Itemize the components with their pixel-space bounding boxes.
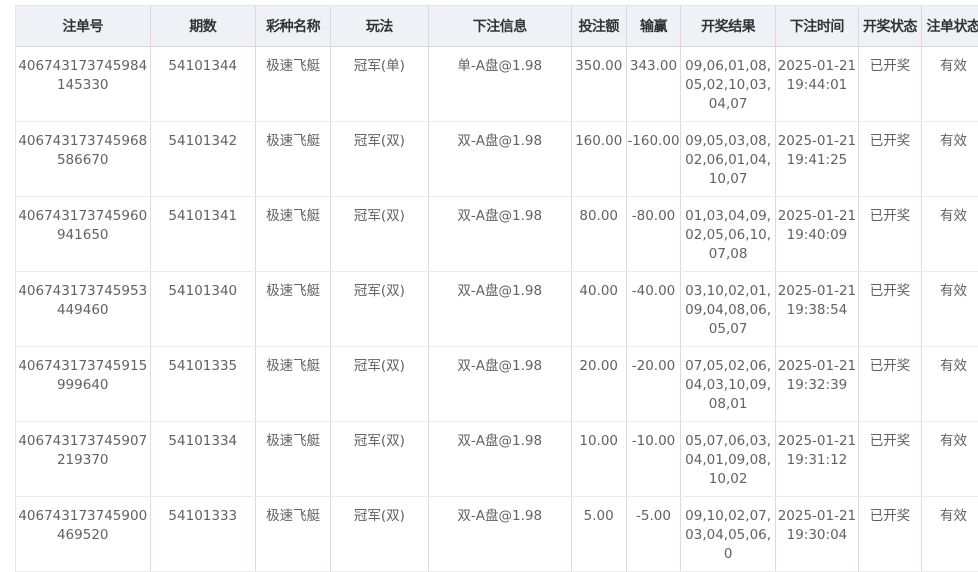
cell-lottery-name: 极速飞艇 — [255, 271, 332, 347]
cell-win-loss: -5.00 — [626, 496, 682, 572]
table-row: 406743173745968586670 54101342 极速飞艇 冠军(双) 双-… — [16, 121, 978, 197]
cell-bet-info: 双-A盘@1.98 — [428, 346, 572, 422]
cell-order-no: 406743173745915999640 — [16, 346, 151, 422]
table-row: 406743173745915999640 54101335 极速飞艇 冠军(双) 双-… — [16, 346, 978, 422]
cell-bet-time: 2025-01-21 19:32:39 — [775, 346, 860, 422]
bet-records-table: 注单号 期数 彩种名称 玩法 下注信息 投注额 输赢 开奖结果 下注时间 开奖状态 注单状态 406… — [15, 5, 978, 572]
header-lottery-name: 彩种名称 — [255, 6, 332, 47]
cell-draw-status: 已开奖 — [858, 496, 922, 572]
cell-win-loss: 343.00 — [626, 46, 682, 122]
cell-bet-time: 2025-01-21 19:40:09 — [775, 196, 860, 272]
cell-draw-status: 已开奖 — [858, 346, 922, 422]
cell-play-type: 冠军(双) — [330, 271, 429, 347]
cell-issue: 54101334 — [150, 421, 257, 497]
cell-order-no: 406743173745984145330 — [16, 46, 151, 122]
header-win-loss: 输赢 — [626, 6, 682, 47]
cell-order-no: 406743173745953449460 — [16, 271, 151, 347]
cell-bet-amount: 5.00 — [571, 496, 627, 572]
cell-play-type: 冠军(双) — [330, 121, 429, 197]
header-order-status: 注单状态 — [921, 6, 978, 47]
cell-win-loss: -20.00 — [626, 346, 682, 422]
header-bet-time: 下注时间 — [775, 6, 860, 47]
cell-draw-result: 05,07,06,03,04,01,09,08,10,02 — [680, 421, 776, 497]
cell-order-no: 406743173745900469520 — [16, 496, 151, 572]
cell-bet-info: 单-A盘@1.98 — [428, 46, 572, 122]
cell-order-status: 有效 — [921, 271, 978, 347]
cell-bet-time: 2025-01-21 19:31:12 — [775, 421, 860, 497]
header-play-type: 玩法 — [330, 6, 429, 47]
cell-bet-time: 2025-01-21 19:44:01 — [775, 46, 860, 122]
cell-draw-result: 09,06,01,08,05,02,10,03,04,07 — [680, 46, 776, 122]
cell-issue: 54101341 — [150, 196, 257, 272]
cell-order-status: 有效 — [921, 196, 978, 272]
header-bet-info: 下注信息 — [428, 6, 572, 47]
cell-bet-amount: 10.00 — [571, 421, 627, 497]
cell-issue: 54101342 — [150, 121, 257, 197]
cell-win-loss: -40.00 — [626, 271, 682, 347]
cell-order-no: 406743173745907219370 — [16, 421, 151, 497]
cell-lottery-name: 极速飞艇 — [255, 196, 332, 272]
cell-issue: 54101340 — [150, 271, 257, 347]
cell-order-status: 有效 — [921, 421, 978, 497]
table-row: 406743173745960941650 54101341 极速飞艇 冠军(双) 双-… — [16, 196, 978, 272]
cell-draw-result: 03,10,02,01,09,04,08,06,05,07 — [680, 271, 776, 347]
cell-draw-status: 已开奖 — [858, 196, 922, 272]
cell-bet-info: 双-A盘@1.98 — [428, 121, 572, 197]
cell-draw-status: 已开奖 — [858, 421, 922, 497]
cell-play-type: 冠军(双) — [330, 421, 429, 497]
cell-bet-info: 双-A盘@1.98 — [428, 196, 572, 272]
cell-bet-amount: 160.00 — [571, 121, 627, 197]
table-header-row: 注单号 期数 彩种名称 玩法 下注信息 投注额 输赢 开奖结果 下注时间 开奖状态 注单状态 — [16, 6, 978, 47]
cell-lottery-name: 极速飞艇 — [255, 421, 332, 497]
header-draw-result: 开奖结果 — [680, 6, 776, 47]
cell-win-loss: -160.00 — [626, 121, 682, 197]
header-bet-amount: 投注额 — [571, 6, 627, 47]
header-order-no: 注单号 — [16, 6, 151, 47]
cell-order-status: 有效 — [921, 121, 978, 197]
cell-lottery-name: 极速飞艇 — [255, 496, 332, 572]
cell-draw-result: 01,03,04,09,02,05,06,10,07,08 — [680, 196, 776, 272]
cell-bet-info: 双-A盘@1.98 — [428, 271, 572, 347]
cell-draw-result: 09,10,02,07,03,04,05,06,0 — [680, 496, 776, 572]
cell-draw-status: 已开奖 — [858, 121, 922, 197]
cell-bet-time: 2025-01-21 19:38:54 — [775, 271, 860, 347]
cell-play-type: 冠军(双) — [330, 196, 429, 272]
cell-play-type: 冠军(双) — [330, 496, 429, 572]
table-row: 406743173745984145330 54101344 极速飞艇 冠军(单) 单-… — [16, 46, 978, 122]
cell-draw-result: 07,05,02,06,04,03,10,09,08,01 — [680, 346, 776, 422]
cell-order-no: 406743173745960941650 — [16, 196, 151, 272]
cell-draw-result: 09,05,03,08,02,06,01,04,10,07 — [680, 121, 776, 197]
table-row: 406743173745900469520 54101333 极速飞艇 冠军(双) 双-… — [16, 496, 978, 572]
cell-draw-status: 已开奖 — [858, 46, 922, 122]
cell-bet-time: 2025-01-21 19:30:04 — [775, 496, 860, 572]
cell-order-no: 406743173745968586670 — [16, 121, 151, 197]
cell-lottery-name: 极速飞艇 — [255, 46, 332, 122]
cell-issue: 54101333 — [150, 496, 257, 572]
table-row: 406743173745907219370 54101334 极速飞艇 冠军(双) 双-… — [16, 421, 978, 497]
header-issue: 期数 — [150, 6, 257, 47]
cell-lottery-name: 极速飞艇 — [255, 121, 332, 197]
cell-issue: 54101335 — [150, 346, 257, 422]
cell-win-loss: -10.00 — [626, 421, 682, 497]
cell-order-status: 有效 — [921, 346, 978, 422]
cell-bet-info: 双-A盘@1.98 — [428, 421, 572, 497]
cell-bet-amount: 350.00 — [571, 46, 627, 122]
cell-bet-amount: 20.00 — [571, 346, 627, 422]
cell-order-status: 有效 — [921, 496, 978, 572]
cell-play-type: 冠军(双) — [330, 346, 429, 422]
table-row: 406743173745953449460 54101340 极速飞艇 冠军(双) 双-… — [16, 271, 978, 347]
cell-lottery-name: 极速飞艇 — [255, 346, 332, 422]
cell-bet-time: 2025-01-21 19:41:25 — [775, 121, 860, 197]
cell-bet-amount: 40.00 — [571, 271, 627, 347]
cell-bet-amount: 80.00 — [571, 196, 627, 272]
cell-play-type: 冠军(单) — [330, 46, 429, 122]
cell-order-status: 有效 — [921, 46, 978, 122]
cell-bet-info: 双-A盘@1.98 — [428, 496, 572, 572]
cell-issue: 54101344 — [150, 46, 257, 122]
header-draw-status: 开奖状态 — [858, 6, 922, 47]
cell-draw-status: 已开奖 — [858, 271, 922, 347]
cell-win-loss: -80.00 — [626, 196, 682, 272]
